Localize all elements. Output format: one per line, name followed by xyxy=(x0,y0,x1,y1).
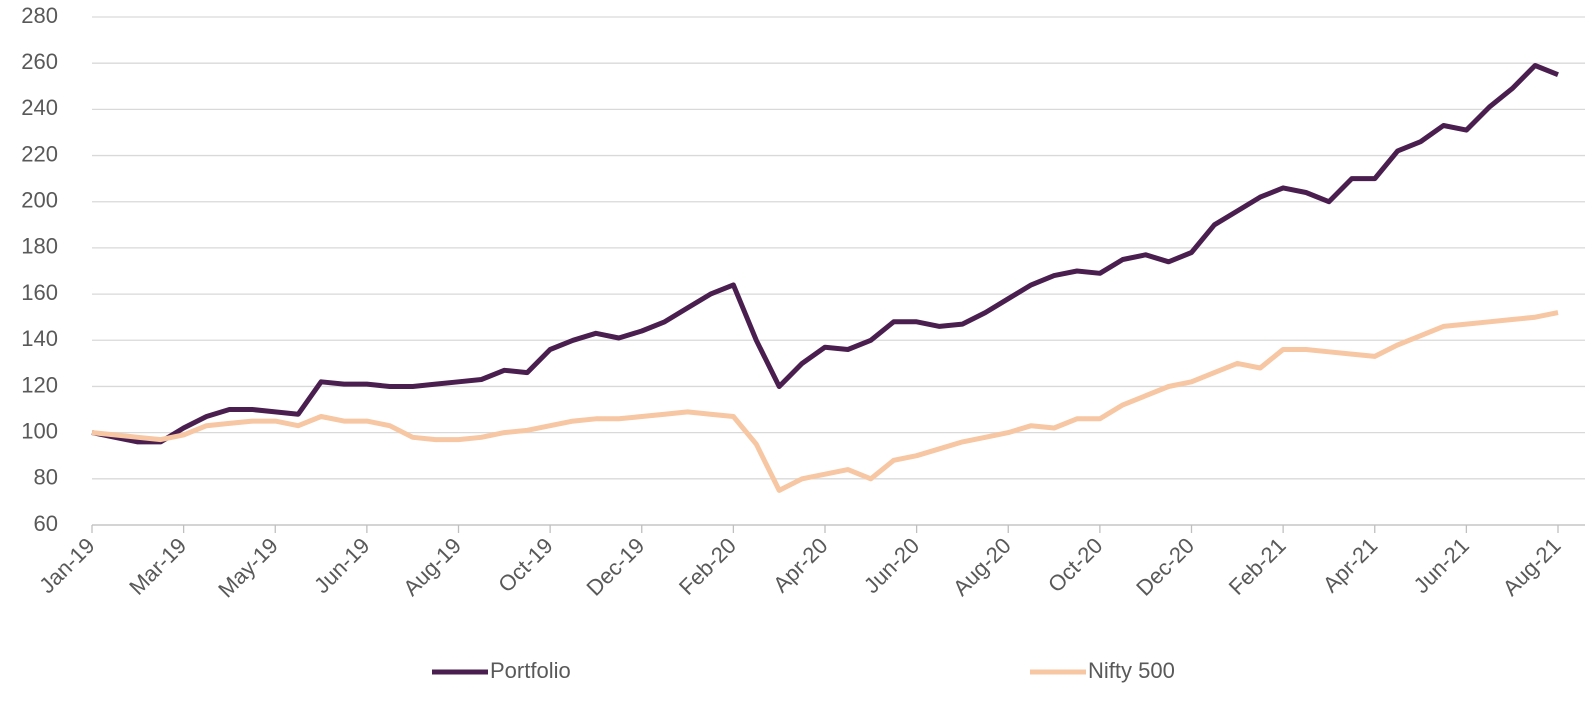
y-tick-label: 280 xyxy=(21,3,58,28)
x-tick-label: Aug-20 xyxy=(948,533,1016,601)
series-line xyxy=(91,63,1559,445)
y-tick-label: 60 xyxy=(34,511,58,536)
x-tick-label: Jun-20 xyxy=(859,533,924,598)
x-tick-label: Dec-20 xyxy=(1131,533,1199,601)
y-tick-label: 140 xyxy=(21,326,58,351)
x-tick-label: Feb-20 xyxy=(674,533,741,600)
x-tick-label: Aug-19 xyxy=(398,533,466,601)
y-tick-label: 80 xyxy=(34,465,58,490)
y-tick-label: 180 xyxy=(21,234,58,259)
x-tick-label: Jun-21 xyxy=(1409,533,1474,598)
y-tick-label: 120 xyxy=(21,372,58,397)
y-tick-label: 240 xyxy=(21,95,58,120)
x-tick-label: Aug-21 xyxy=(1498,533,1566,601)
x-tick-label: Dec-19 xyxy=(581,533,649,601)
y-tick-label: 260 xyxy=(21,49,58,74)
y-tick-label: 200 xyxy=(21,188,58,213)
y-tick-label: 100 xyxy=(21,418,58,443)
x-tick-label: Oct-19 xyxy=(493,533,557,597)
x-tick-label: Oct-20 xyxy=(1043,533,1107,597)
x-tick-label: Apr-21 xyxy=(1318,533,1382,597)
x-tick-label: Jun-19 xyxy=(309,533,374,598)
x-tick-label: Mar-19 xyxy=(124,533,191,600)
legend-label: Portfolio xyxy=(490,658,571,683)
x-tick-label: Jan-19 xyxy=(34,533,99,598)
x-tick-label: Feb-21 xyxy=(1224,533,1291,600)
x-tick-label: May-19 xyxy=(213,533,283,603)
y-tick-label: 220 xyxy=(21,141,58,166)
y-tick-label: 160 xyxy=(21,280,58,305)
x-tick-label: Apr-20 xyxy=(768,533,832,597)
legend-label: Nifty 500 xyxy=(1088,658,1175,683)
series-line xyxy=(91,310,1559,493)
